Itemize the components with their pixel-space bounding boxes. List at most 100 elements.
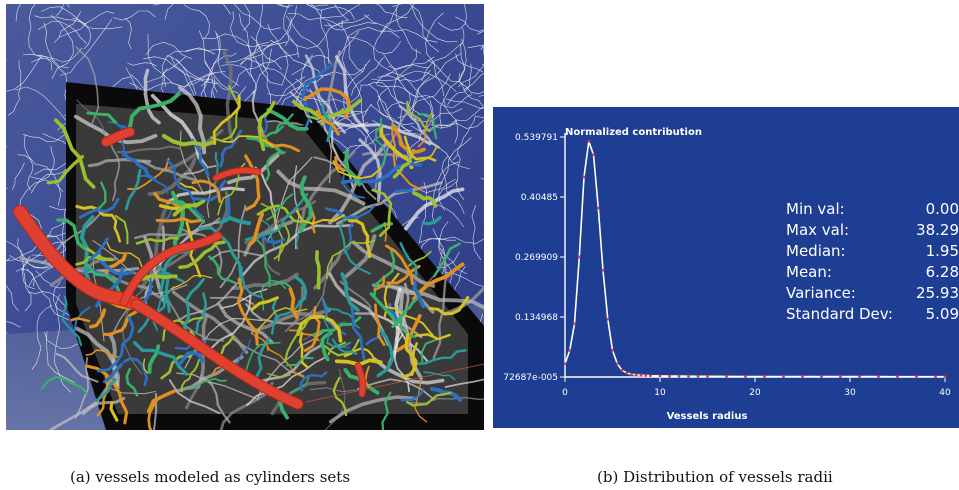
data-point — [706, 374, 709, 378]
vessel-render-canvas — [6, 4, 484, 430]
vessel-cylinder — [222, 135, 274, 148]
gray-vessel — [205, 171, 211, 218]
data-point — [630, 372, 633, 376]
data-point — [896, 375, 899, 379]
vessel-cylinder — [417, 112, 438, 140]
wire-segment — [411, 6, 458, 43]
wire-segment — [113, 10, 156, 21]
vessel-cylinder — [190, 138, 210, 177]
wire-segment — [393, 56, 435, 111]
data-point — [877, 375, 880, 379]
vessel-cylinder — [41, 375, 89, 396]
wire-segment — [377, 48, 417, 78]
wire-segment — [222, 4, 232, 15]
vessel-cylinder — [109, 401, 119, 422]
vessel-cylinder — [97, 181, 107, 210]
wire-segment — [164, 4, 174, 20]
wire-segment — [441, 155, 465, 214]
data-point — [801, 375, 804, 378]
x-tick-label: 10 — [654, 388, 666, 398]
vessel-cylinder — [420, 339, 436, 363]
wire-segment — [72, 17, 92, 50]
vessel-cylinder — [86, 111, 117, 124]
stat-value: 0.00 — [926, 200, 959, 218]
vessel-cylinder — [147, 398, 159, 430]
data-point — [639, 373, 643, 377]
vessel-cylinder — [374, 303, 386, 347]
data-point — [596, 206, 600, 210]
gray-vessel — [220, 288, 268, 309]
vessel-cylinder — [78, 197, 120, 219]
vessel-cylinder — [384, 244, 414, 286]
wire-segment — [418, 178, 456, 193]
wire-segment — [166, 54, 197, 95]
data-point — [649, 374, 652, 378]
wire-segment — [375, 4, 408, 19]
series-points — [563, 139, 947, 379]
data-point — [582, 175, 586, 179]
vessel-cylinder — [383, 305, 438, 341]
wire-segment — [331, 93, 367, 144]
vessel-cylinder — [398, 314, 417, 338]
stat-label: Min val: — [786, 200, 845, 218]
wire-segment — [319, 9, 330, 64]
data-point — [625, 371, 629, 375]
y-axis-ticks: 72687e-005 0.134968 0.269909 0.40485 0.53979… — [503, 133, 565, 383]
wire-segment — [143, 56, 218, 85]
wire-segment — [229, 53, 300, 91]
gray-vessel — [74, 326, 120, 390]
wire-segment — [457, 64, 484, 88]
stat-value: 38.29 — [916, 221, 959, 239]
wire-segment — [429, 204, 464, 228]
vessel-cylinder — [371, 188, 393, 237]
vessel-cylinder — [94, 378, 117, 402]
vessel-cylinder — [273, 281, 292, 288]
data-point — [587, 139, 591, 143]
vessel-cylinder — [178, 240, 226, 270]
wire-segment — [58, 11, 81, 38]
vessel-cylinder — [342, 174, 366, 199]
wire-segment — [362, 109, 377, 157]
vessel-cylinder — [254, 237, 271, 288]
gray-vessel — [165, 296, 225, 342]
chart-canvas: 72687e-005 0.134968 0.269909 0.40485 0.53979… — [503, 127, 959, 422]
vessel-cylinder — [179, 182, 199, 192]
vessel-cylinder — [386, 264, 421, 285]
wire-segment — [204, 52, 237, 86]
vessel-cylinder — [348, 219, 371, 259]
gray-vessel — [394, 333, 410, 393]
wire-segment — [233, 4, 281, 31]
gray-vessel — [358, 138, 382, 203]
vessel-cylinder — [265, 151, 286, 182]
wire-segment — [482, 44, 484, 57]
wire-segment — [327, 22, 377, 31]
data-point — [725, 375, 728, 378]
vessel-cylinder — [260, 234, 286, 244]
x-tick-label: 20 — [749, 388, 761, 398]
wire-segment — [452, 115, 476, 161]
vessel-cylinder — [401, 332, 418, 379]
vessel-cylinder — [122, 357, 149, 386]
vessel-cylinder — [295, 209, 345, 225]
vessel-cylinder — [266, 193, 294, 221]
colored-vessel-cylinders — [41, 63, 470, 430]
wire-segment — [267, 24, 324, 79]
wire-segment — [410, 93, 473, 108]
gray-vessel — [327, 50, 342, 126]
vessel-cylinder — [128, 92, 181, 129]
vessel-cylinder — [412, 191, 438, 208]
vessel-cylinder — [220, 335, 235, 355]
vessel-cylinder — [240, 265, 262, 298]
y-tick-label: 0.539791 — [515, 133, 558, 143]
vessel-cylinder — [340, 272, 360, 312]
vessel-cylinder — [289, 374, 311, 394]
data-point — [687, 374, 690, 378]
vessel-cylinder — [344, 149, 362, 187]
vessel-cylinder — [73, 306, 91, 332]
vessel-cylinder — [273, 297, 306, 323]
vessel-cylinder — [178, 350, 204, 366]
vessel-render-image — [6, 4, 484, 430]
red-vessel — [14, 206, 142, 310]
vessel-cylinder — [110, 213, 122, 243]
vessel-cylinder — [375, 117, 387, 168]
